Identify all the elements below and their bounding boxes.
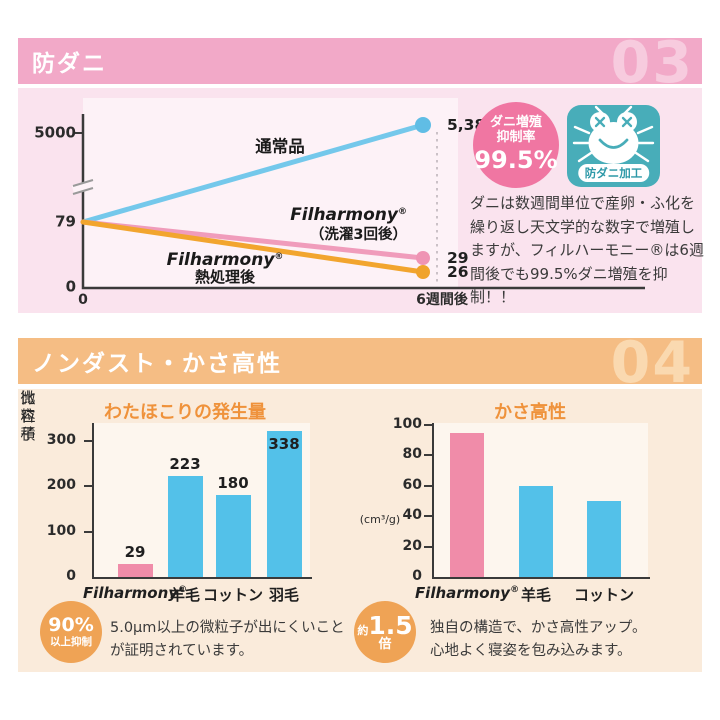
y-axis-label: 微粒子	[18, 389, 38, 443]
y-axis-label-char: 粒	[20, 407, 36, 425]
mite-description-text: ダニは数週間単位で産卵・ふ化を繰り返し天文学的な数字で増殖しますが、フィルハーモ…	[470, 194, 704, 306]
bar-value-label: 180	[217, 474, 249, 493]
y-tick	[424, 515, 432, 518]
y-tick	[424, 454, 432, 457]
y-tick	[424, 545, 432, 548]
y-tick-label: 5000	[34, 124, 76, 142]
dust-badge-label: 以上抑制	[50, 636, 92, 649]
dust-section-title: ノンダスト・かさ高性	[32, 351, 282, 377]
loft-badge-prefix: 約	[357, 624, 369, 638]
y-tick-label: 0	[412, 568, 422, 584]
series-label: Filharmony®	[167, 250, 284, 270]
x-category-label: 羊毛	[169, 586, 201, 604]
x-tick-label: 0	[78, 292, 88, 308]
bar	[167, 475, 203, 577]
anti-mite-icon: 防ダニ加工	[567, 105, 660, 187]
series-label: Filharmony®	[290, 205, 407, 225]
badge-line2: 抑制率	[496, 129, 536, 145]
x-category-label: Filharmony®	[82, 584, 188, 602]
y-tick-label: 0	[66, 278, 76, 296]
series-label: 通常品	[255, 136, 305, 156]
y-tick-label: 79	[55, 213, 76, 231]
axes	[81, 114, 645, 290]
axis-break-line	[72, 187, 94, 195]
chart-title: かさ高性	[494, 402, 566, 423]
axis-break-line	[72, 179, 94, 187]
data-point	[416, 265, 430, 279]
mite-section-number: 03	[610, 30, 694, 96]
x-category-label: コットン	[202, 586, 264, 604]
mite-growth-line-chart: 0 79 5000 0 6週間後 5,382 29 26 通常品 Filharmony® （洗濯3回…	[18, 88, 702, 313]
y-tick-label: 0	[66, 568, 76, 584]
axes	[92, 423, 312, 579]
loft-badge-value: 1.5	[368, 611, 413, 641]
bar	[266, 431, 302, 577]
badge-line1: ダニ増殖	[489, 114, 542, 130]
y-tick-label: 40	[402, 507, 422, 524]
dust-suppression-badge: 90% 以上抑制	[40, 601, 102, 663]
y-tick	[84, 530, 92, 533]
y-tick-label: 300	[46, 432, 76, 449]
dust-section-number: 04	[610, 330, 694, 396]
y-tick	[84, 440, 92, 443]
y-axis-label-char: 比	[20, 389, 36, 407]
end-value-label: 29	[447, 249, 469, 267]
y-axis-label-char: 子	[20, 425, 36, 443]
loft-badge-suffix: 倍	[378, 636, 392, 652]
x-tick-label: 6週間後	[416, 291, 469, 308]
end-value-label: 26	[447, 263, 469, 281]
axes	[432, 423, 650, 579]
data-line	[80, 122, 426, 225]
bar-value-label: 338	[268, 435, 300, 453]
bar	[450, 432, 484, 577]
bar	[215, 495, 251, 577]
mite-section-banner: 防ダニ 03	[18, 35, 702, 92]
data-line	[80, 219, 426, 275]
dust-note-text: 5.0μm以上の微粒子が出にくいことが証明されています。	[110, 620, 345, 659]
y-tick-label: 100	[392, 416, 422, 432]
dust-badge-value: 90%	[48, 614, 94, 637]
anti-mite-finish-label: 防ダニ加工	[577, 164, 650, 182]
data-point	[416, 251, 430, 265]
mite-section-panel: 0 79 5000 0 6週間後 5,382 29 26 通常品 Filharmony® （洗濯3回…	[18, 88, 704, 313]
series-label: （洗濯3回後）	[310, 225, 407, 243]
y-axis-label-char: 微	[20, 389, 36, 407]
y-axis-label: 比容積	[18, 389, 38, 443]
badge-value: 99.5%	[474, 145, 558, 174]
y-tick	[84, 485, 92, 488]
bar	[117, 563, 153, 577]
x-category-label: コットン	[573, 586, 635, 604]
y-tick	[424, 424, 432, 426]
x-category-label: 羊毛	[520, 586, 552, 604]
suppression-rate-badge: ダニ増殖 抑制率 99.5%	[473, 102, 559, 188]
bar-value-label: 223	[169, 454, 201, 473]
y-axis-unit: (cm³/g)	[359, 513, 401, 526]
bar	[587, 501, 621, 577]
series-label: 熱処理後	[195, 268, 256, 286]
y-axis-label-char: 容	[20, 407, 36, 425]
dust-section-panel: わたほこりの発生量 0 100 200 300 微粒子 29 Filharmony® 223 羊毛…	[18, 389, 702, 672]
y-tick-label: 100	[46, 522, 76, 539]
chart-title: わたほこりの発生量	[104, 402, 266, 423]
y-tick-label: 200	[46, 477, 76, 494]
x-category-label: Filharmony®	[414, 584, 520, 602]
data-point	[415, 117, 431, 133]
loft-bar-chart: かさ高性 0 20 40 60 80 100 比容積 (cm³/g) Filharmony® 羊毛コ…	[18, 389, 702, 672]
mite-bug-icon	[572, 105, 655, 164]
bar	[519, 485, 553, 577]
dust-section-banner: ノンダスト・かさ高性 04	[18, 335, 702, 392]
loft-note-text: 独自の構造で、かさ高性アップ。心地よく寝姿を包み込みます。	[430, 620, 647, 659]
axis-break-mask	[71, 179, 95, 195]
bar-value-label: 29	[124, 542, 146, 561]
loft-ratio-badge: 約 1.5 倍	[354, 601, 416, 663]
mite-section-title: 防ダニ	[32, 51, 107, 77]
y-tick	[424, 484, 432, 487]
y-tick-label: 60	[402, 476, 422, 493]
x-category-label: 羽毛	[268, 586, 300, 604]
y-tick-label: 80	[402, 446, 422, 463]
dust-emission-bar-chart: わたほこりの発生量 0 100 200 300 微粒子 29 Filharmony® 223 羊毛…	[18, 389, 702, 672]
y-tick-label: 20	[402, 537, 422, 554]
y-axis-label-char: 積	[20, 425, 36, 443]
